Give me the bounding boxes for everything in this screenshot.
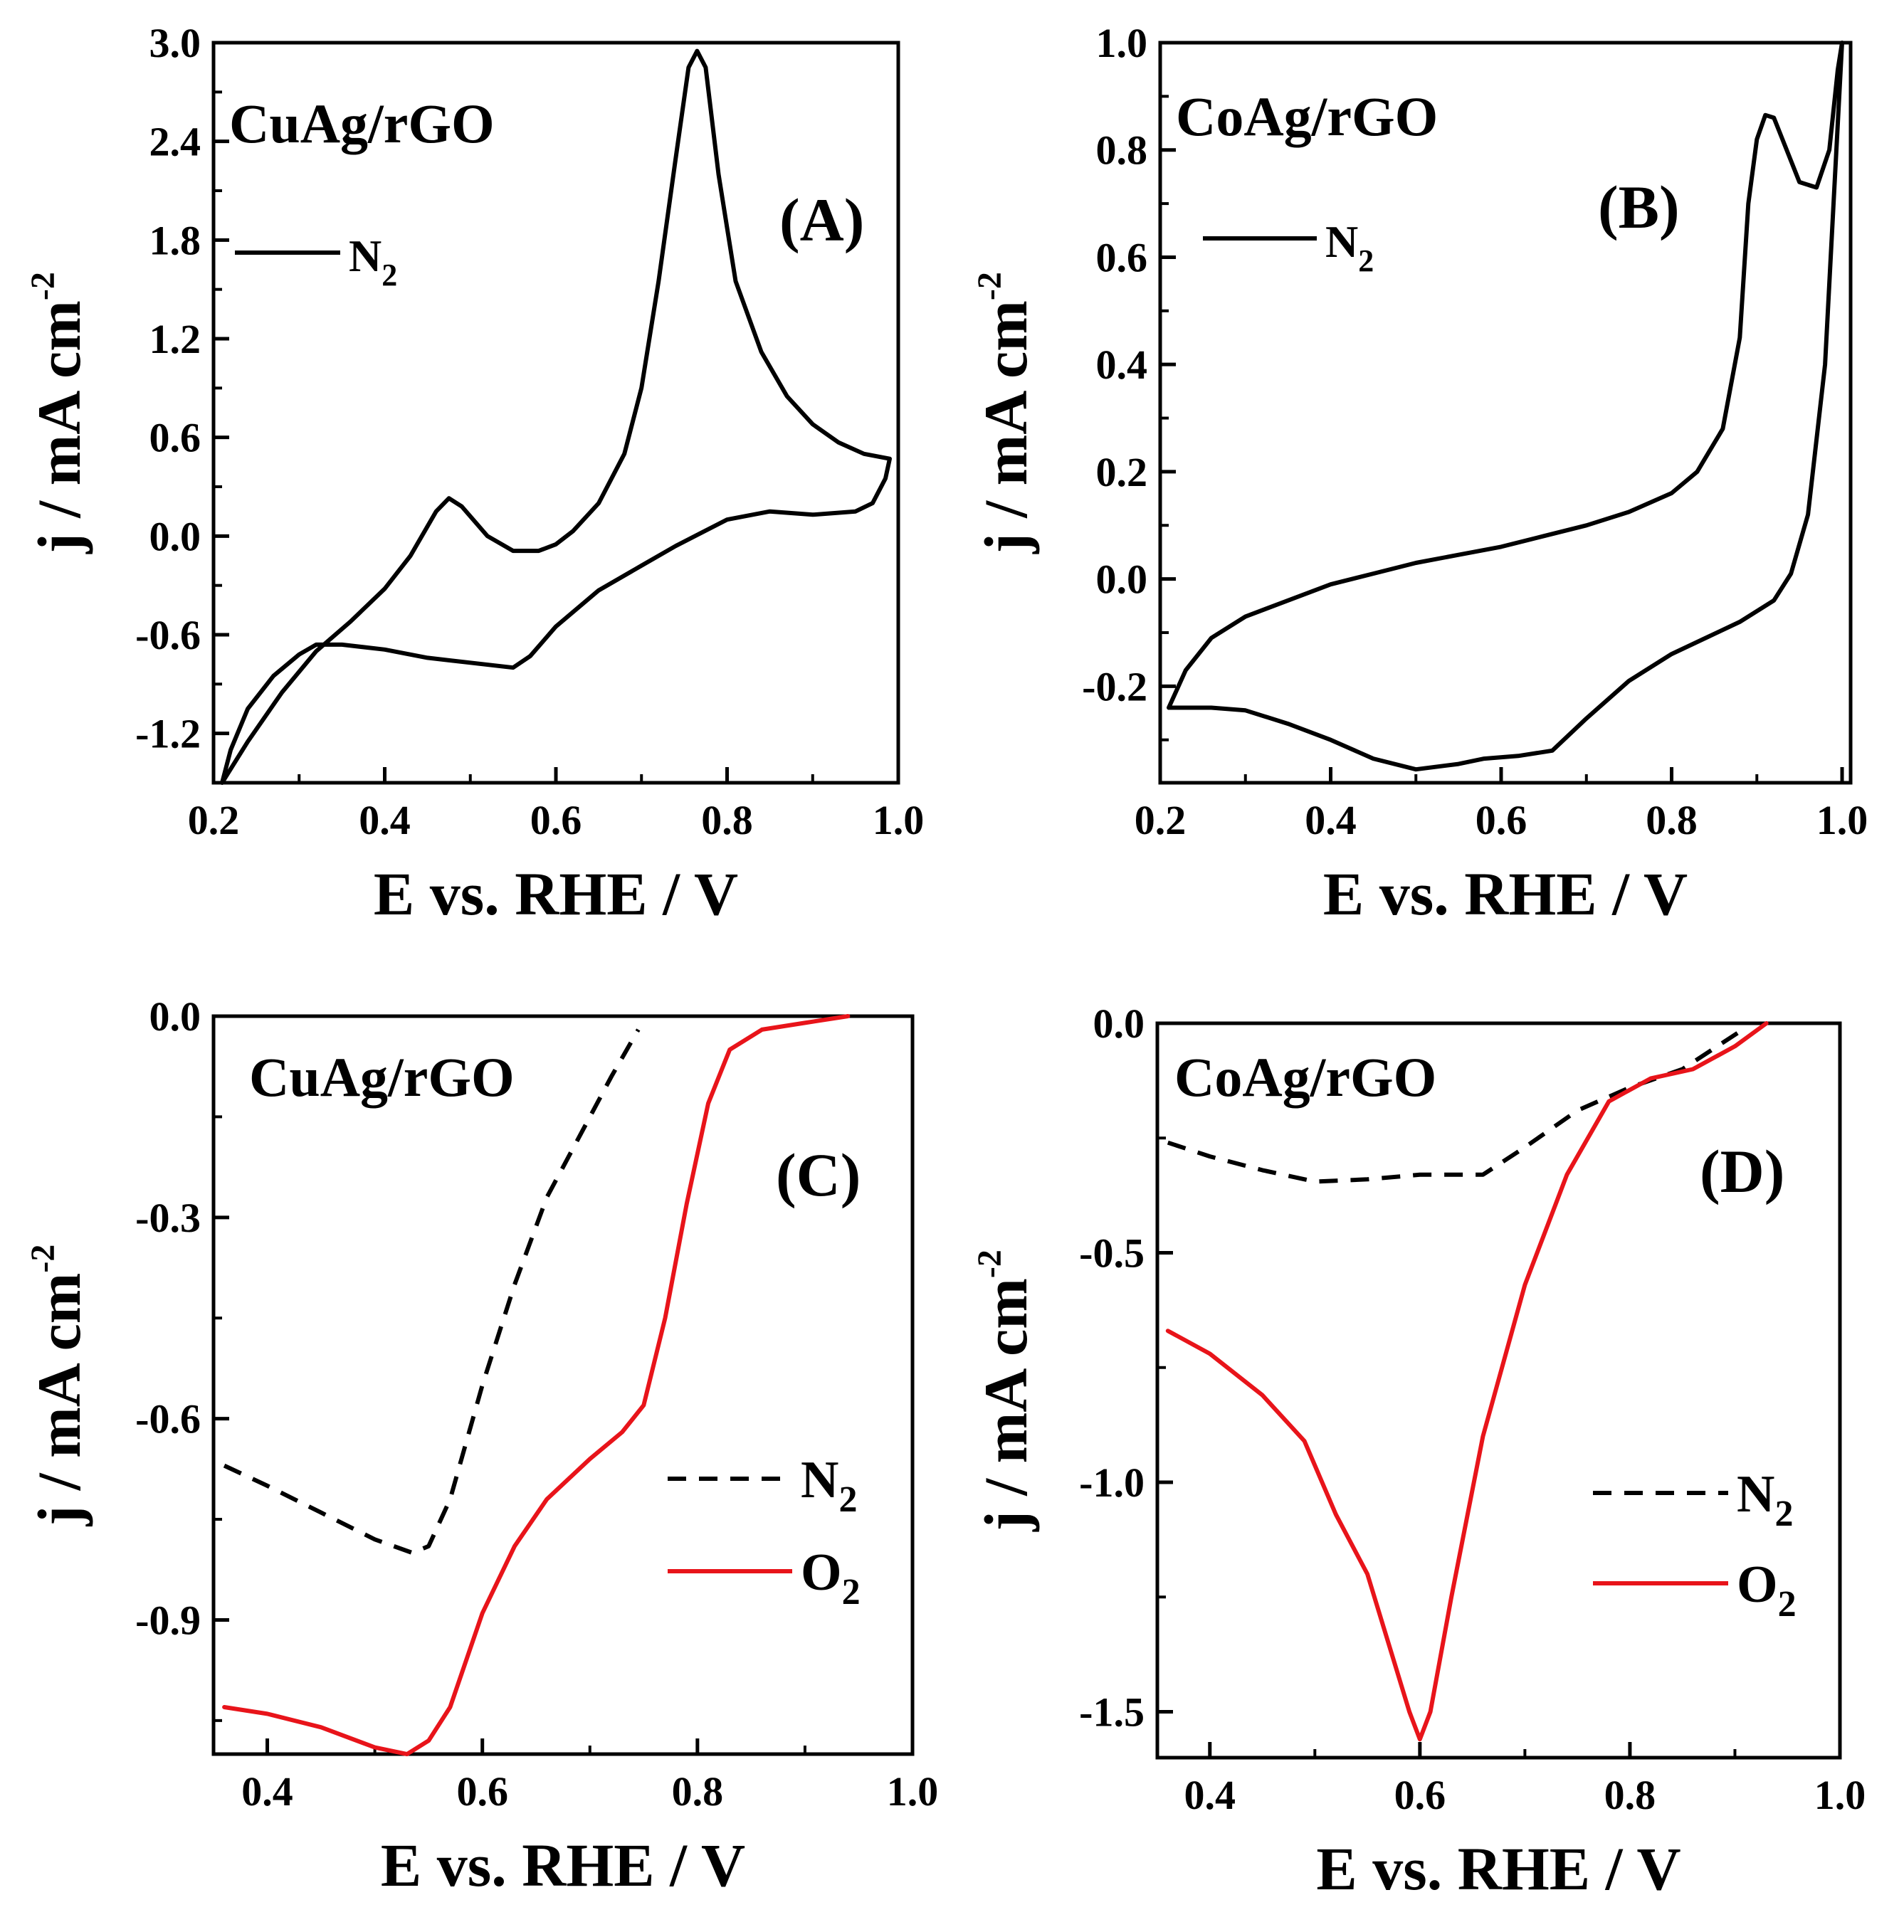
y-tick-label: 1.2 [149, 316, 201, 362]
x-tick-label: 0.8 [1646, 797, 1698, 843]
x-tick-label: 0.8 [701, 797, 753, 843]
series-line-o2 [1165, 1021, 1769, 1742]
y-axis-title-superscript: -2 [971, 1250, 1009, 1278]
legend-label-subscript: 2 [1778, 1584, 1797, 1625]
series-line-n2 [220, 48, 892, 785]
x-tick-label: 0.8 [1604, 1772, 1656, 1818]
legend-label-text: N [349, 231, 382, 281]
legend-label: N2 [1325, 216, 1374, 278]
legend-label-text: O [801, 1543, 842, 1602]
y-tick-label: 1.8 [149, 217, 201, 263]
y-axis-title-superscript: -2 [24, 1245, 62, 1273]
y-axis-title-text: j / mA cm [25, 1273, 93, 1527]
legend-label: N2 [1737, 1465, 1793, 1534]
y-axis-title-superscript: -2 [971, 272, 1009, 300]
plot-frame [1158, 41, 1853, 785]
panel-a: 0.2 0.4 0.6 0.8 1.0 -1.2 -0.6 0.0 0.6 1.2 1.8 2.4 3.… [24, 20, 924, 928]
plot-frame [211, 1014, 915, 1756]
panel-label: (C) [776, 1141, 861, 1209]
y-tick-label: -1.2 [135, 711, 201, 757]
x-tick-label: 0.4 [1184, 1772, 1236, 1818]
y-axis-title-text: j / mA cm [972, 300, 1040, 554]
series-line-n2 [1167, 1025, 1747, 1184]
sample-name: CuAg/rGO [229, 93, 495, 154]
legend-label-text: N [1737, 1465, 1774, 1524]
x-axis-title: E vs. RHE / V [381, 1831, 745, 1899]
y-tick-label: -0.6 [135, 612, 201, 658]
y-tick-label: 0.8 [1096, 127, 1148, 174]
panel-label: (D) [1700, 1137, 1784, 1205]
x-tick-label: 0.2 [188, 797, 240, 843]
panel-d: 0.4 0.6 0.8 1.0 -1.5 -1.0 -0.5 0.0 E vs. RHE / V… [971, 1001, 1866, 1903]
x-axis-title: E vs. RHE / V [374, 860, 738, 928]
legend-label: O2 [1737, 1556, 1797, 1625]
panel-b: 0.2 0.4 0.6 0.8 1.0 -0.2 0.0 0.2 0.4 0.6 0.8 1.0 E v… [971, 20, 1868, 928]
x-axis-title: E vs. RHE / V [1323, 860, 1688, 928]
legend-label: N2 [349, 231, 397, 292]
series-line-o2 [222, 1014, 851, 1756]
y-tick-label: 0.0 [1096, 556, 1148, 603]
series-line-n2 [223, 1028, 641, 1556]
y-tick-label: 1.0 [1096, 20, 1148, 66]
y-tick-label: 0.6 [149, 415, 201, 461]
x-tick-label: 1.0 [887, 1768, 939, 1815]
legend-label-subscript: 2 [838, 1479, 857, 1520]
y-tick-label: -1.0 [1079, 1459, 1145, 1506]
x-axis-title: E vs. RHE / V [1316, 1835, 1681, 1903]
y-tick-label: 3.0 [149, 20, 201, 66]
legend-label-subscript: 2 [1774, 1494, 1793, 1534]
sample-name: CuAg/rGO [249, 1046, 515, 1108]
x-tick-label: 0.6 [530, 797, 582, 843]
x-tick-label: 0.4 [241, 1768, 293, 1815]
x-tick-label: 0.4 [359, 797, 411, 843]
y-tick-label: -0.3 [135, 1195, 201, 1241]
x-tick-label: 1.0 [873, 797, 925, 843]
legend-label-text: O [1737, 1556, 1778, 1614]
legend-label-text: N [801, 1451, 838, 1509]
x-tick-label: 0.6 [1394, 1772, 1446, 1818]
legend-label-subscript: 2 [842, 1572, 861, 1612]
legend-label: N2 [801, 1451, 857, 1520]
y-axis-title-text: j / mA cm [972, 1278, 1040, 1532]
y-tick-label: 0.6 [1096, 234, 1148, 280]
panel-label: (A) [779, 186, 864, 254]
y-tick-label: 0.0 [149, 993, 201, 1040]
y-tick-label: -0.5 [1079, 1230, 1145, 1277]
y-axis-title-text: j / mA cm [25, 300, 93, 554]
y-tick-label: 2.4 [149, 119, 201, 165]
x-tick-label: 0.8 [672, 1768, 724, 1815]
panel-c: 0.4 0.6 0.8 1.0 -0.9 -0.6 -0.3 0.0 E vs. RHE / V… [24, 993, 938, 1899]
sample-name: CoAg/rGO [1176, 85, 1438, 147]
x-tick-label: 0.2 [1135, 797, 1187, 843]
legend-label-subscript: 2 [1358, 243, 1374, 278]
y-axis-title-superscript: -2 [24, 272, 62, 300]
y-tick-label: -0.2 [1082, 663, 1147, 709]
x-tick-label: 1.0 [1816, 797, 1868, 843]
x-tick-label: 0.6 [456, 1768, 508, 1815]
y-tick-label: 0.4 [1096, 342, 1148, 388]
sample-name: CoAg/rGO [1174, 1046, 1436, 1108]
series-line-n2 [1167, 41, 1844, 772]
legend-label-text: N [1325, 216, 1358, 267]
y-axis-title: j / mA cm-2 [971, 1250, 1040, 1532]
y-tick-label: -0.9 [135, 1597, 201, 1643]
plot-frame [1155, 1021, 1842, 1760]
y-tick-label: 0.0 [149, 513, 201, 559]
y-axis-title: j / mA cm-2 [24, 272, 93, 554]
x-tick-label: 1.0 [1814, 1772, 1866, 1818]
y-axis-title: j / mA cm-2 [24, 1245, 93, 1527]
panel-label: (B) [1598, 173, 1680, 241]
x-tick-label: 0.4 [1305, 797, 1357, 843]
x-tick-label: 0.6 [1476, 797, 1527, 843]
y-tick-label: 0.0 [1093, 1001, 1145, 1047]
y-tick-label: -1.5 [1079, 1689, 1145, 1736]
y-tick-label: 0.2 [1096, 449, 1148, 495]
y-tick-label: -0.6 [135, 1396, 201, 1442]
legend-label: O2 [801, 1543, 861, 1612]
y-axis-title: j / mA cm-2 [971, 272, 1040, 554]
legend-label-subscript: 2 [382, 258, 397, 292]
